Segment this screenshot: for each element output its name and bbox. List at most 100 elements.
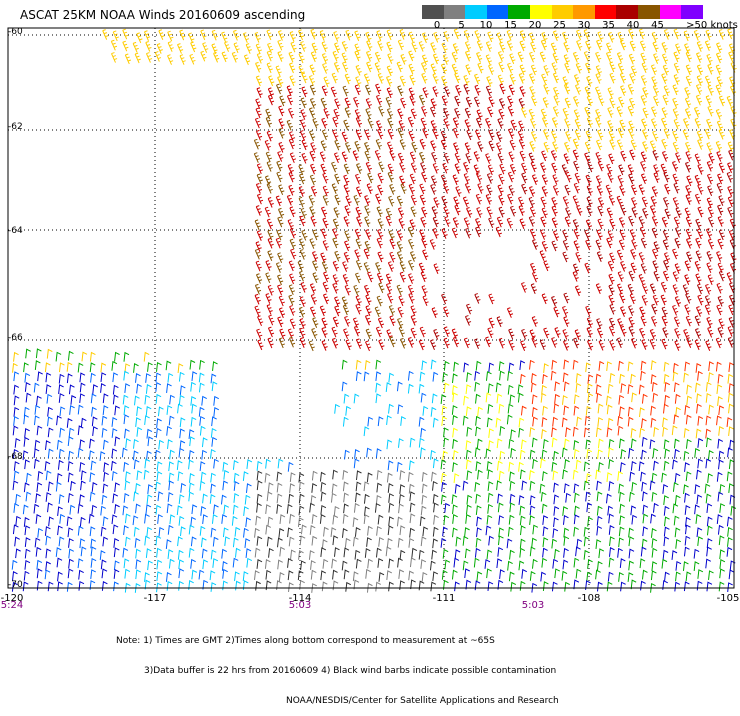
wind-barb	[13, 351, 19, 362]
wind-barb	[485, 85, 493, 97]
wind-barb	[652, 85, 660, 96]
wind-barb	[407, 471, 414, 482]
wind-barb	[663, 536, 670, 547]
wind-barb	[729, 439, 735, 450]
wind-map	[7, 27, 737, 593]
wind-barb	[276, 471, 283, 482]
wind-barb	[682, 561, 689, 571]
wind-barb	[695, 428, 702, 439]
wind-barb	[345, 581, 352, 592]
wind-barb	[410, 108, 417, 120]
wind-barb	[375, 138, 382, 150]
wind-barb	[179, 385, 186, 396]
wind-barb	[519, 580, 526, 591]
wind-barb	[642, 513, 649, 524]
wind-barb	[276, 482, 283, 493]
wind-barb	[422, 526, 429, 537]
wind-barb	[586, 76, 593, 87]
wind-barb	[641, 393, 648, 404]
wind-barb	[366, 472, 373, 483]
wind-barb	[662, 270, 670, 282]
wind-barb	[541, 471, 548, 481]
wind-barb	[716, 514, 723, 524]
wind-barb	[595, 151, 602, 163]
wind-barb	[374, 149, 382, 161]
legend-swatch	[465, 5, 487, 19]
wind-barb	[618, 360, 624, 371]
wind-barb	[576, 39, 583, 51]
wind-barb	[58, 494, 65, 504]
wind-barb	[617, 415, 623, 426]
wind-barb	[664, 571, 670, 582]
wind-barb	[597, 218, 604, 230]
wind-barb	[190, 516, 196, 527]
wind-barb	[407, 370, 414, 381]
wind-barb	[276, 229, 283, 241]
wind-barb	[124, 480, 131, 491]
wind-barb	[541, 557, 548, 568]
wind-barb	[587, 339, 594, 351]
wind-barb	[728, 304, 735, 316]
wind-barb	[102, 516, 109, 527]
wind-barb	[663, 495, 669, 505]
wind-barb	[112, 384, 119, 395]
wind-barb	[221, 514, 228, 524]
wind-barb	[278, 184, 285, 196]
wind-barb	[686, 384, 692, 395]
wind-barb	[718, 195, 725, 206]
wind-barb	[674, 494, 681, 505]
wind-barb	[418, 262, 425, 274]
wind-barb	[89, 362, 96, 373]
wind-barb	[431, 549, 437, 560]
wind-barb	[287, 527, 293, 538]
wind-barb	[584, 415, 591, 426]
wind-barb	[47, 427, 54, 438]
wind-barb	[685, 292, 692, 304]
wind-barb	[697, 458, 704, 469]
wind-barb	[530, 373, 537, 383]
wind-barb	[114, 436, 121, 447]
wind-barb	[387, 141, 394, 153]
wind-barb	[619, 373, 625, 384]
wind-barb	[475, 537, 482, 548]
wind-barb	[378, 571, 385, 582]
wind-barb	[267, 42, 274, 54]
wind-barb	[79, 372, 86, 383]
wind-barb	[334, 403, 340, 414]
wind-barb	[102, 483, 109, 494]
wind-barb	[342, 304, 350, 316]
wind-barb	[287, 219, 294, 230]
wind-barb	[243, 54, 251, 66]
wind-barb	[529, 546, 536, 557]
wind-barb	[277, 151, 284, 162]
wind-barb	[23, 517, 30, 527]
wind-barb	[265, 151, 272, 163]
wind-barb	[674, 393, 681, 404]
wind-barb	[564, 97, 571, 109]
wind-barb	[242, 471, 249, 481]
wind-barb	[375, 382, 381, 393]
wind-barb	[331, 72, 338, 84]
wind-barb	[144, 572, 150, 583]
wind-barb	[706, 516, 713, 527]
wind-barb	[564, 117, 571, 129]
wind-barb	[265, 116, 272, 128]
wind-barb	[155, 481, 161, 492]
wind-barb	[132, 450, 139, 461]
wind-barb	[276, 83, 283, 95]
wind-barb	[243, 506, 249, 516]
wind-barb	[620, 449, 627, 459]
legend-label: 25	[553, 20, 566, 31]
wind-barb	[409, 219, 416, 230]
wind-barb	[554, 381, 560, 392]
wind-barb	[323, 271, 330, 283]
wind-barb	[532, 416, 538, 427]
wind-barb	[684, 505, 691, 515]
wind-barb	[387, 292, 394, 304]
wind-barb	[67, 472, 74, 483]
wind-barb	[454, 581, 460, 592]
wind-barb	[454, 95, 461, 107]
wind-barb	[463, 395, 469, 406]
wind-barb	[507, 384, 514, 395]
wind-barb	[596, 581, 603, 592]
